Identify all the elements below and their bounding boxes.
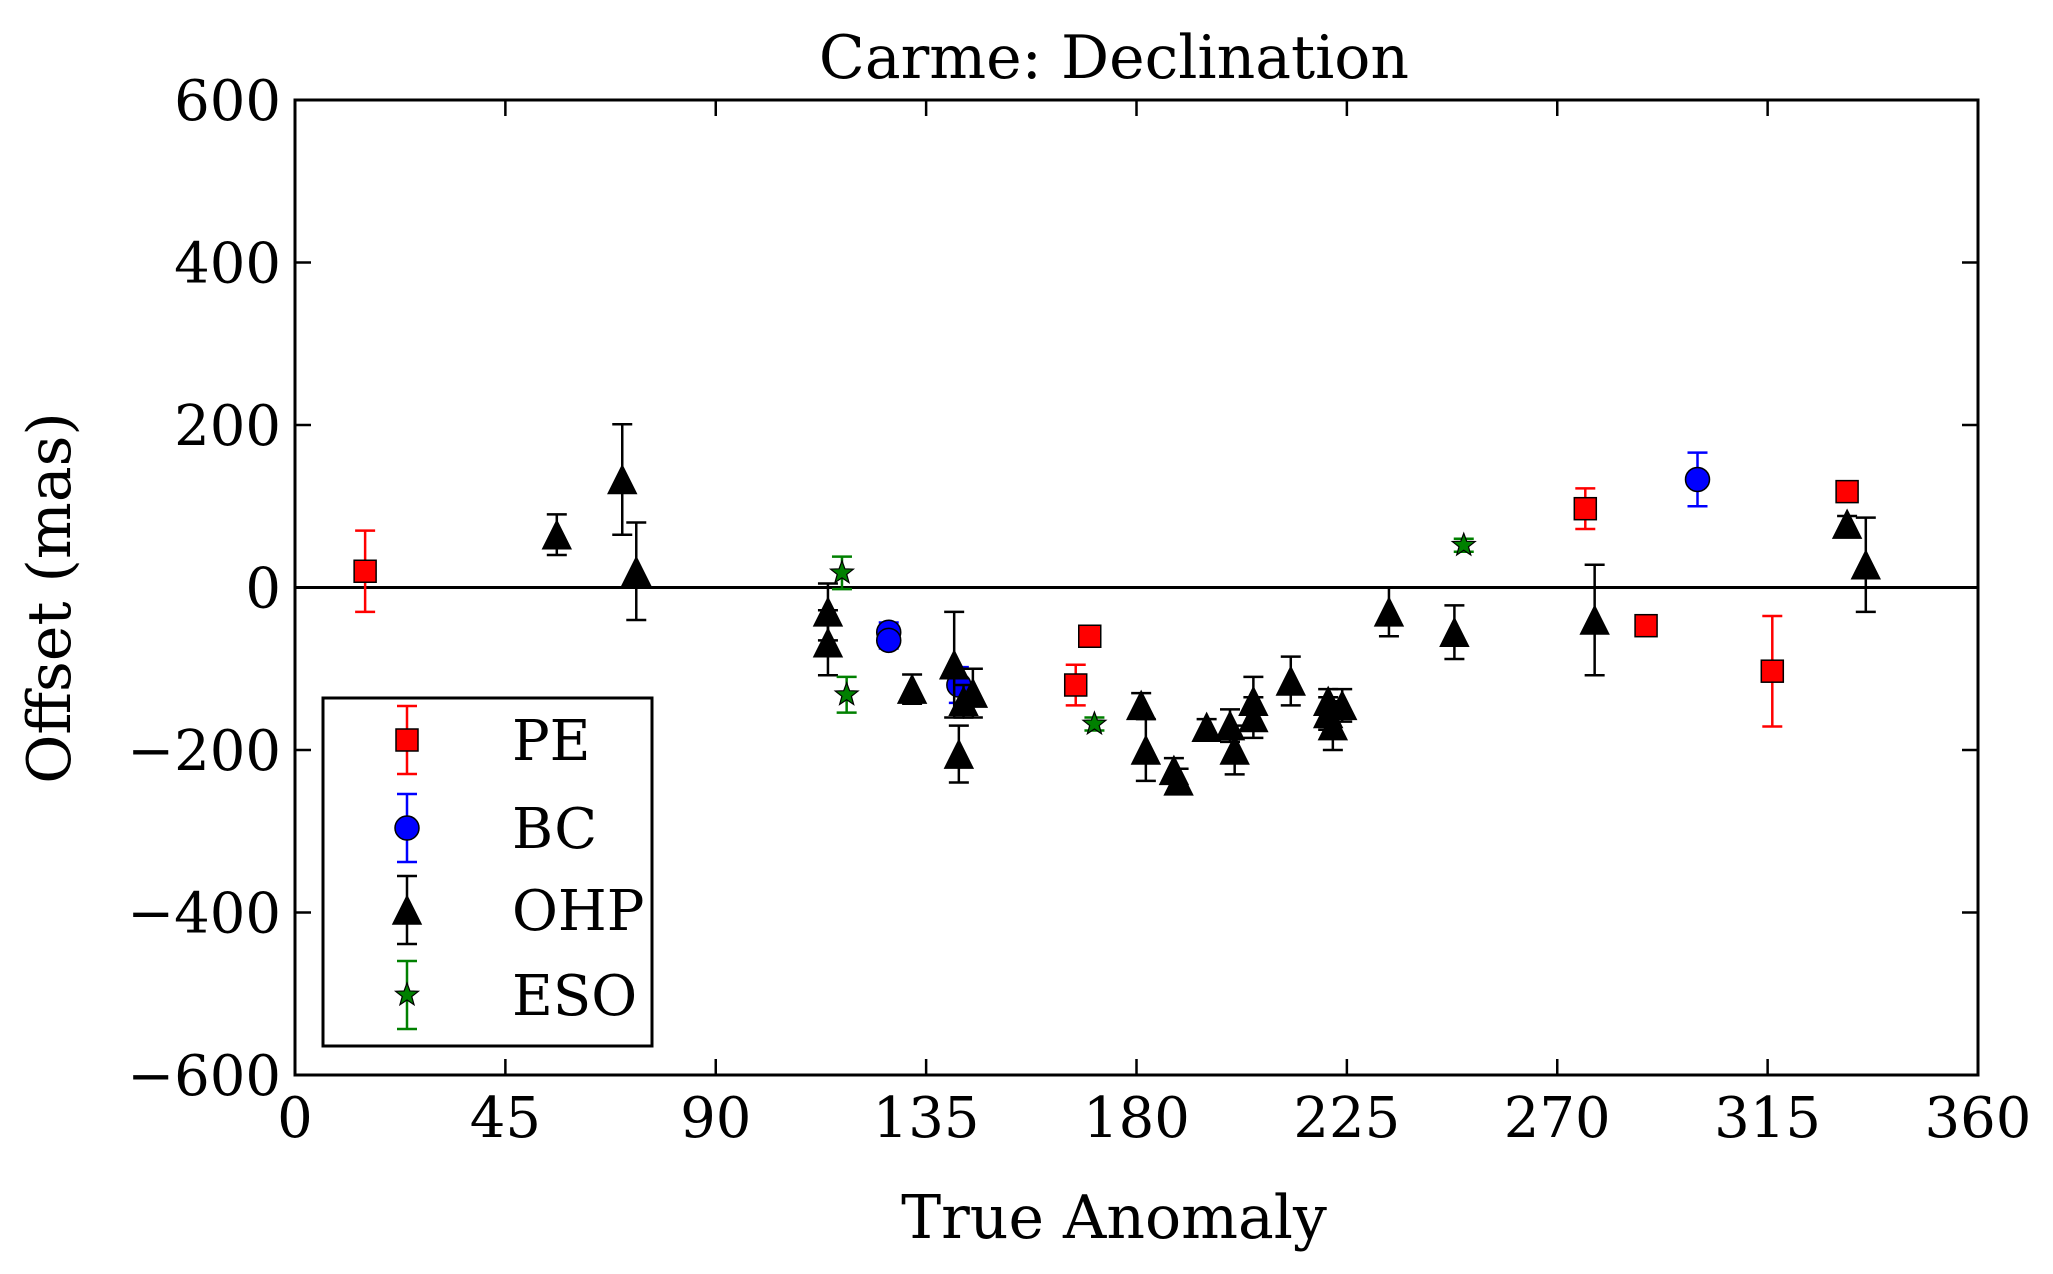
- legend: PE BC OHP ESO: [321, 696, 654, 1048]
- chart-title: Carme: Declination: [819, 23, 1409, 93]
- point-ohp: [938, 649, 970, 680]
- point-ohp: [1326, 689, 1358, 721]
- point-ohp: [1317, 709, 1349, 741]
- legend-marker-ohp: [391, 894, 423, 925]
- point-ohp: [1238, 701, 1269, 733]
- point-ohp: [1373, 596, 1405, 627]
- point-pe: [1760, 659, 1785, 683]
- point-ohp: [621, 555, 652, 586]
- point-pe: [1573, 496, 1598, 521]
- point-ohp: [1831, 508, 1863, 539]
- point-eso: [833, 681, 860, 706]
- legend-label-ohp: OHP: [512, 879, 644, 944]
- x-tick-label: 270: [1504, 1086, 1611, 1151]
- legend-entry-pe: PE: [395, 704, 591, 776]
- point-pe: [1063, 673, 1088, 697]
- y-tick-label: 200: [174, 394, 281, 459]
- x-tick-label: 360: [1925, 1086, 2032, 1151]
- series-ohp: [541, 422, 1882, 796]
- legend-label-bc: BC: [512, 797, 597, 862]
- point-ohp: [1219, 734, 1250, 765]
- point-ohp: [812, 627, 844, 658]
- point-pe: [1835, 479, 1859, 504]
- y-tick-label: 600: [174, 69, 281, 134]
- legend-entry-ohp: OHP: [391, 874, 644, 946]
- point-ohp: [1125, 689, 1157, 721]
- point-ohp: [957, 677, 989, 708]
- series-pe: [353, 479, 1859, 728]
- legend-marker-eso: [393, 981, 421, 1007]
- x-tick-label: 315: [1714, 1086, 1821, 1151]
- legend-entry-bc: BC: [394, 792, 597, 864]
- x-tick-label: 225: [1293, 1086, 1400, 1151]
- legend-entry-eso: ESO: [393, 959, 637, 1031]
- x-axis-label: True Anomaly: [901, 1183, 1327, 1253]
- axes: 0 45 90 135 180 225 270 315 360 600 400 200 0 −200 −40…: [127, 69, 2031, 1151]
- y-tick-label: −200: [127, 719, 281, 784]
- point-ohp: [1439, 616, 1470, 647]
- point-eso: [828, 559, 856, 584]
- legend-marker-pe: [395, 728, 419, 752]
- x-tick-label: 90: [680, 1086, 751, 1151]
- point-ohp: [943, 738, 975, 769]
- point-eso: [1081, 710, 1108, 736]
- point-ohp: [1214, 709, 1246, 741]
- point-pe: [1078, 624, 1102, 648]
- y-tick-label: 400: [174, 232, 281, 297]
- x-tick-label: 0: [277, 1086, 313, 1151]
- y-axis-label: Offset (mas): [15, 412, 85, 784]
- data-layer: [353, 422, 1882, 796]
- point-ohp: [541, 519, 573, 550]
- y-tick-label: −400: [127, 882, 281, 947]
- point-ohp: [1850, 549, 1882, 580]
- y-tick-label: −600: [127, 1044, 281, 1109]
- legend-label-pe: PE: [512, 709, 591, 774]
- legend-box: [321, 696, 654, 1048]
- point-ohp: [1163, 765, 1194, 796]
- legend-label-eso: ESO: [512, 964, 637, 1029]
- point-pe: [1634, 613, 1658, 638]
- point-ohp: [812, 596, 844, 627]
- y-tick-label: 0: [245, 557, 281, 622]
- legend-marker-bc: [394, 815, 420, 841]
- plot-frame: [293, 98, 1980, 1077]
- x-tick-label: 45: [470, 1086, 541, 1151]
- point-pe: [353, 559, 377, 583]
- point-ohp: [1275, 665, 1306, 696]
- series-eso: [828, 531, 1477, 736]
- point-bc: [875, 627, 902, 654]
- point-eso: [1450, 531, 1477, 557]
- point-ohp: [607, 463, 638, 495]
- point-ohp: [1579, 604, 1610, 635]
- point-bc: [1684, 466, 1711, 493]
- point-ohp: [1191, 711, 1222, 742]
- x-tick-label: 180: [1083, 1086, 1190, 1151]
- x-tick-label: 135: [873, 1086, 980, 1151]
- point-ohp: [896, 673, 928, 704]
- point-ohp: [1130, 734, 1162, 765]
